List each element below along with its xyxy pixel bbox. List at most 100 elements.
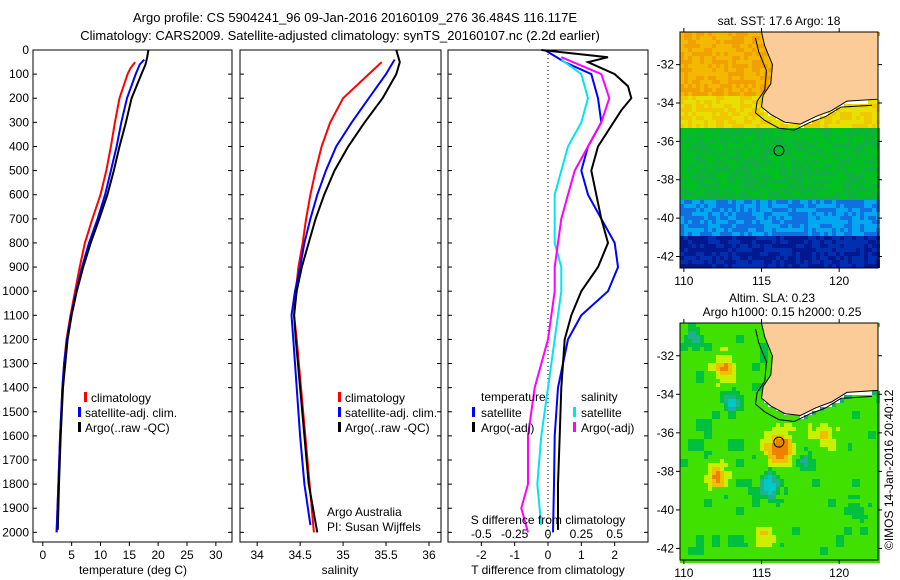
map-cell <box>768 411 772 415</box>
map-cell <box>804 495 808 499</box>
map-cell <box>844 423 848 427</box>
map-cell <box>800 176 804 180</box>
map-cell <box>836 479 840 483</box>
map-cell <box>856 244 860 248</box>
map-cell <box>740 351 744 355</box>
map-cell <box>684 88 688 92</box>
map-cell <box>844 503 848 507</box>
map-cell <box>724 387 728 391</box>
map-cell <box>704 240 708 244</box>
map-cell <box>836 196 840 200</box>
map-cell <box>688 148 692 152</box>
map-cell <box>696 152 700 156</box>
map-cell <box>696 547 700 551</box>
map-cell <box>728 459 732 463</box>
map-cell <box>848 204 852 208</box>
map-cell <box>836 124 840 128</box>
map-cell <box>736 84 740 88</box>
map-cell <box>792 515 796 519</box>
map-cell <box>764 148 768 152</box>
map-cell <box>776 196 780 200</box>
map-cell <box>704 216 708 220</box>
map-cell <box>844 128 848 132</box>
map-cell <box>704 363 708 367</box>
map-cell <box>720 124 724 128</box>
map-cell <box>756 463 760 467</box>
map-cell <box>728 108 732 112</box>
map-cell <box>792 160 796 164</box>
map-cell <box>720 551 724 555</box>
map-cell <box>832 555 836 559</box>
map-cell <box>728 120 732 124</box>
map-cell <box>760 248 764 252</box>
map-cell <box>776 483 780 487</box>
map-cell <box>736 128 740 132</box>
map-cell <box>824 527 828 531</box>
map-cell <box>692 80 696 84</box>
map-cell <box>760 351 764 355</box>
map-cell <box>692 555 696 559</box>
map-cell <box>756 371 760 375</box>
map-cell <box>704 132 708 136</box>
map-cell <box>708 363 712 367</box>
map-cell <box>828 523 832 527</box>
map-cell <box>860 112 864 116</box>
map-cell <box>836 112 840 116</box>
map-cell <box>856 495 860 499</box>
map-cell <box>848 475 852 479</box>
map-cell <box>860 435 864 439</box>
map-cell <box>844 236 848 240</box>
map-cell <box>712 523 716 527</box>
map-cell <box>828 507 832 511</box>
map-cell <box>716 347 720 351</box>
map-cell <box>692 447 696 451</box>
map-cell <box>848 399 852 403</box>
map-cell <box>844 160 848 164</box>
map-cell <box>760 447 764 451</box>
map-cell <box>860 523 864 527</box>
map-cell <box>748 391 752 395</box>
map-cell <box>748 220 752 224</box>
map-cell <box>760 543 764 547</box>
map-cell <box>736 547 740 551</box>
map-cell <box>696 407 700 411</box>
map-cell <box>840 471 844 475</box>
map-cell <box>732 40 736 44</box>
map-cell <box>704 551 708 555</box>
map-cell <box>812 196 816 200</box>
map-cell <box>856 112 860 116</box>
map-cell <box>820 467 824 471</box>
map-cell <box>760 88 764 92</box>
map-cell <box>736 331 740 335</box>
map-cell <box>864 184 868 188</box>
map-cell <box>776 244 780 248</box>
map-cell <box>716 555 720 559</box>
map-cell <box>732 431 736 435</box>
map-cell <box>784 427 788 431</box>
map-cell <box>752 551 756 555</box>
map-cell <box>764 487 768 491</box>
map-cell <box>688 355 692 359</box>
map-cell <box>760 479 764 483</box>
map-cell <box>744 383 748 387</box>
map-cell <box>720 535 724 539</box>
map-cell <box>680 100 684 104</box>
map-cell <box>736 172 740 176</box>
map-cell <box>680 375 684 379</box>
map-cell <box>816 184 820 188</box>
map-cell <box>692 391 696 395</box>
map-cell <box>720 76 724 80</box>
y-tick-label: 300 <box>9 115 29 129</box>
map-cell <box>828 228 832 232</box>
map-cell <box>852 208 856 212</box>
map-cell <box>860 459 864 463</box>
map-cell <box>760 160 764 164</box>
map-cell <box>860 240 864 244</box>
map-cell <box>700 56 704 60</box>
map-cell <box>712 176 716 180</box>
map-cell <box>844 507 848 511</box>
map-cell <box>760 527 764 531</box>
map-cell <box>784 252 788 256</box>
map-cell <box>768 415 772 419</box>
map-cell <box>712 60 716 64</box>
